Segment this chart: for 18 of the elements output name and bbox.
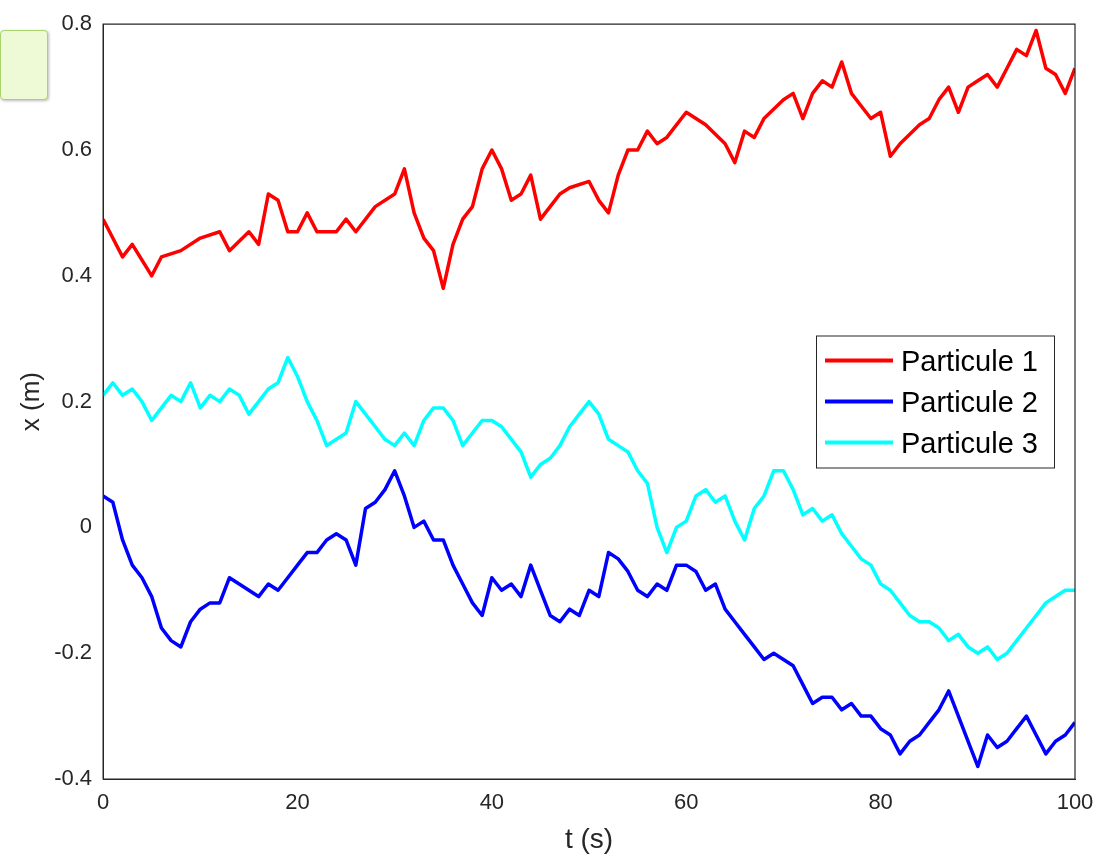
x-tick-label: 20 xyxy=(285,789,310,815)
x-axis-title: t (s) xyxy=(564,822,614,854)
y-tick-label: 0.8 xyxy=(61,10,93,36)
x-tick-label: 40 xyxy=(479,789,505,815)
y-tick-label: -0.4 xyxy=(54,765,93,791)
legend-label: Particule 2 xyxy=(900,385,1038,419)
x-tick-label: 100 xyxy=(1056,789,1094,815)
legend-label: Particule 1 xyxy=(900,344,1038,378)
y-tick-label: 0.6 xyxy=(61,136,93,162)
y-tick-label: -0.2 xyxy=(54,639,93,665)
x-tick-label: 60 xyxy=(674,789,699,815)
y-tick-label: 0.2 xyxy=(61,387,93,413)
x-tick-label: 0 xyxy=(96,789,110,815)
x-tick-label: 80 xyxy=(868,789,893,815)
y-tick-label: 0 xyxy=(79,513,93,539)
y-tick-label: 0.4 xyxy=(61,261,93,287)
y-axis-title: x (m) xyxy=(14,372,45,432)
legend-label: Particule 3 xyxy=(900,426,1038,460)
